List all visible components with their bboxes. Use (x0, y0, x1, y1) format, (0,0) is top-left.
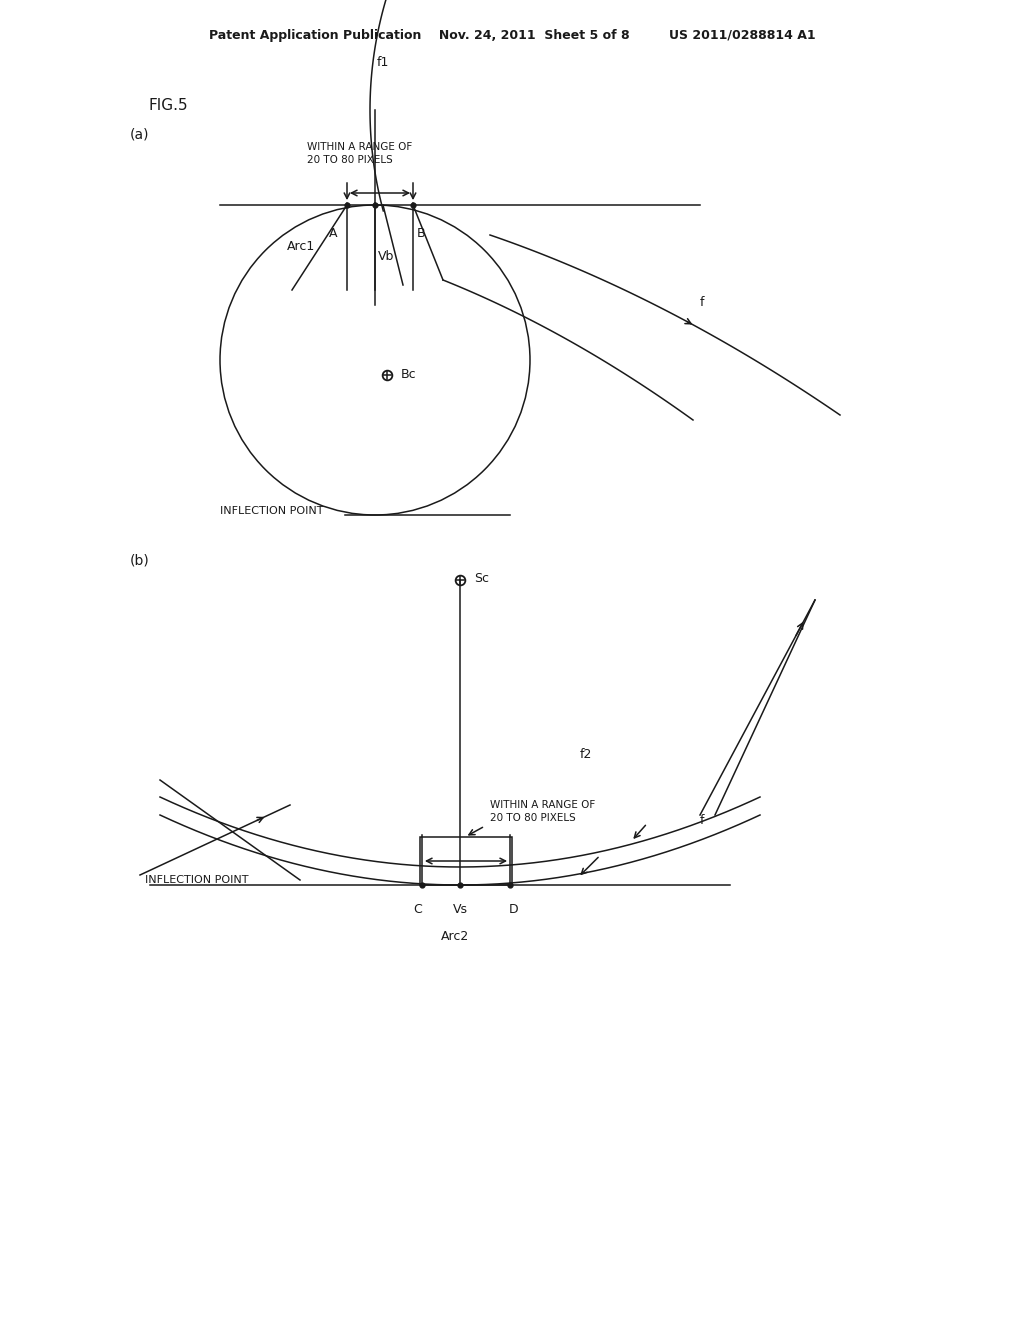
Text: f2: f2 (580, 748, 592, 762)
Text: D: D (509, 903, 519, 916)
Text: WITHIN A RANGE OF: WITHIN A RANGE OF (490, 800, 595, 810)
Text: (a): (a) (130, 128, 150, 143)
Text: B: B (417, 227, 426, 240)
Text: WITHIN A RANGE OF: WITHIN A RANGE OF (307, 143, 413, 152)
Text: INFLECTION POINT: INFLECTION POINT (145, 875, 249, 884)
Text: Patent Application Publication    Nov. 24, 2011  Sheet 5 of 8         US 2011/02: Patent Application Publication Nov. 24, … (209, 29, 815, 41)
Text: Vs: Vs (453, 903, 468, 916)
Text: Bc: Bc (401, 368, 417, 381)
Bar (420, 837, 512, 884)
Text: 20 TO 80 PIXELS: 20 TO 80 PIXELS (307, 154, 393, 165)
Text: INFLECTION POINT: INFLECTION POINT (220, 506, 324, 516)
Text: f: f (700, 813, 705, 826)
Text: FIG.5: FIG.5 (148, 98, 187, 112)
Text: (b): (b) (130, 553, 150, 568)
Text: Vb: Vb (378, 251, 394, 264)
Text: Arc2: Arc2 (441, 931, 469, 942)
Text: Sc: Sc (474, 572, 489, 585)
Text: Arc1: Arc1 (287, 240, 315, 253)
Text: f1: f1 (377, 55, 389, 69)
Text: A: A (329, 227, 337, 240)
Text: C: C (414, 903, 422, 916)
Text: f: f (700, 296, 705, 309)
Text: 20 TO 80 PIXELS: 20 TO 80 PIXELS (490, 813, 575, 822)
